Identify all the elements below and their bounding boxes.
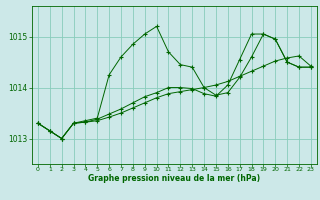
X-axis label: Graphe pression niveau de la mer (hPa): Graphe pression niveau de la mer (hPa) xyxy=(88,174,260,183)
